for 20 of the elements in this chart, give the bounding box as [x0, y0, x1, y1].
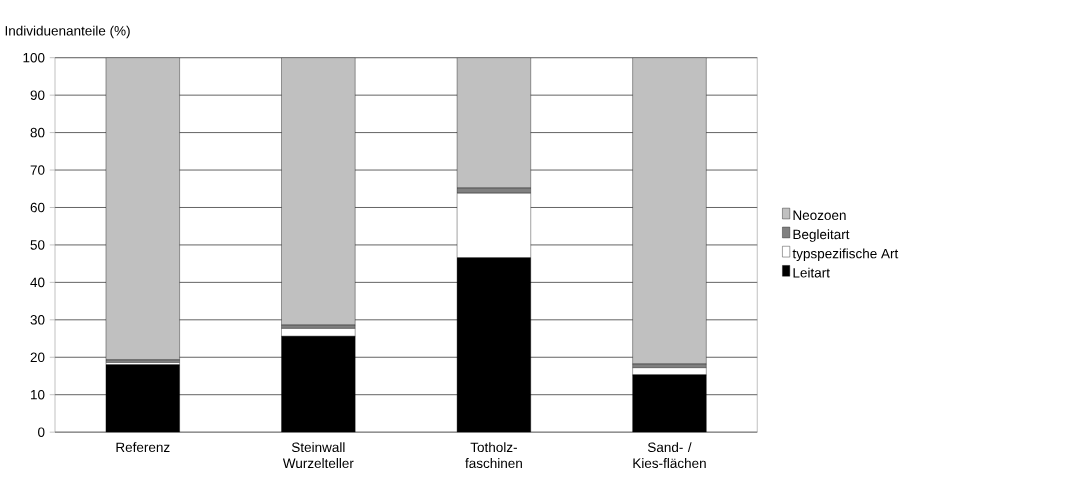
x-tick-label: Referenz — [116, 442, 170, 452]
y-axis-title: Individuenanteile (%) — [5, 25, 130, 39]
y-tick-label: 0 — [38, 427, 45, 437]
x-tick-label: Steinwall Wurzelteller — [282, 442, 354, 468]
x-tick-label: Sand- / Kies-flächen — [633, 442, 706, 468]
legend-label: Neozoen — [793, 210, 846, 220]
y-tick-label: 10 — [31, 389, 45, 400]
y-tick-label: 100 — [23, 52, 45, 63]
y-tick-label: 70 — [30, 165, 45, 175]
y-tick-label: 20 — [30, 352, 45, 362]
legend-label: typspezifische Art — [792, 248, 899, 261]
y-tick-label: 90 — [30, 90, 45, 100]
x-tick-label: Totholz-faschinen — [465, 442, 522, 468]
y-tick-label: 50 — [30, 240, 45, 250]
y-tick-label: 30 — [30, 315, 45, 325]
y-tick-label: 40 — [30, 277, 45, 288]
legend-label: Leitart — [793, 267, 830, 278]
y-tick-label: 80 — [30, 127, 45, 138]
legend-label: Begleitart — [793, 229, 850, 242]
y-tick-label: 60 — [30, 202, 45, 213]
